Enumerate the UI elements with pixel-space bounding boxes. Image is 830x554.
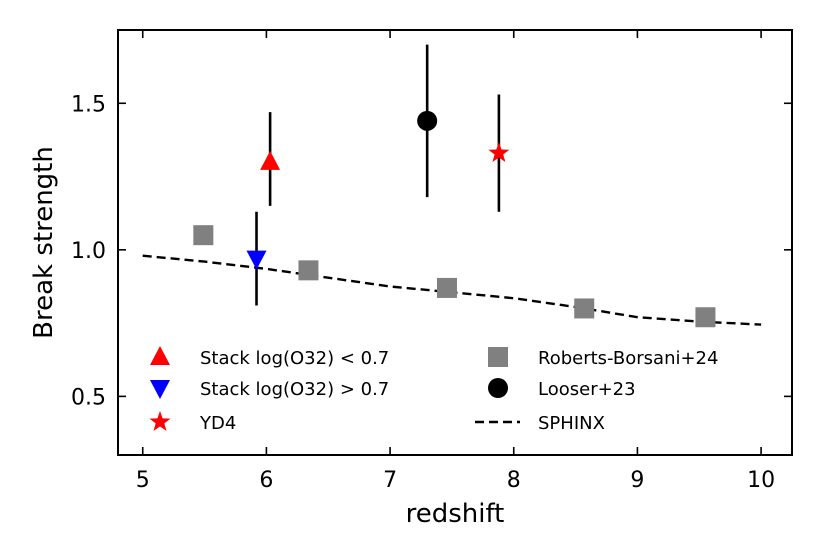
legend-label-yd4: YD4 (199, 413, 236, 434)
data-point-roberts-borsani-24 (298, 260, 319, 281)
data-point-roberts-borsani-24 (695, 307, 716, 328)
legend-swatch-roberts-borsani-24 (488, 347, 508, 367)
ticks-layer: 5 6 7 8 9 10 0.5 1.0 1.5 (71, 30, 792, 493)
legend-label-stack-log-o32-0-7: Stack log(O32) < 0.7 (200, 348, 389, 369)
y-axis-label: Break strength (29, 146, 59, 339)
plot-frame (117, 29, 793, 456)
y-tick-label: 0.5 (71, 385, 106, 410)
legend-label-stack-log-o32-0-7: Stack log(O32) > 0.7 (200, 379, 389, 400)
x-tick-label: 9 (630, 468, 644, 493)
data-point-roberts-borsani-24 (193, 225, 214, 246)
x-tick-label: 8 (507, 468, 521, 493)
legend-label-sphinx: SPHINX (538, 413, 605, 434)
y-tick-label: 1.0 (71, 239, 106, 264)
data-point-roberts-borsani-24 (574, 298, 595, 319)
data-point-stack-log-o32-0-7 (246, 250, 267, 270)
data-point-looser-23 (417, 110, 438, 131)
x-tick-label: 5 (136, 468, 150, 493)
y-tick-label: 1.5 (71, 92, 106, 117)
legend-label-roberts-borsani-24: Roberts-Borsani+24 (538, 348, 718, 369)
legend: Stack log(O32) < 0.7 Stack log(O32) > 0.7… (149, 346, 718, 434)
legend-swatch-stack-log-o32-0-7 (150, 346, 170, 365)
data-point-roberts-borsani-24 (436, 277, 457, 298)
legend-swatch-yd4 (149, 411, 171, 431)
x-tick-label: 10 (747, 468, 775, 493)
x-axis-label: redshift (406, 499, 505, 529)
legend-swatch-looser-23 (488, 378, 508, 398)
plot-layer (142, 44, 762, 328)
x-tick-label: 7 (383, 468, 397, 493)
legend-swatch-stack-log-o32-0-7 (150, 380, 170, 399)
legend-label-looser-23: Looser+23 (538, 379, 636, 400)
x-tick-label: 6 (259, 468, 273, 493)
data-point-yd4 (488, 142, 510, 162)
data-point-stack-log-o32-0-7 (260, 150, 281, 170)
